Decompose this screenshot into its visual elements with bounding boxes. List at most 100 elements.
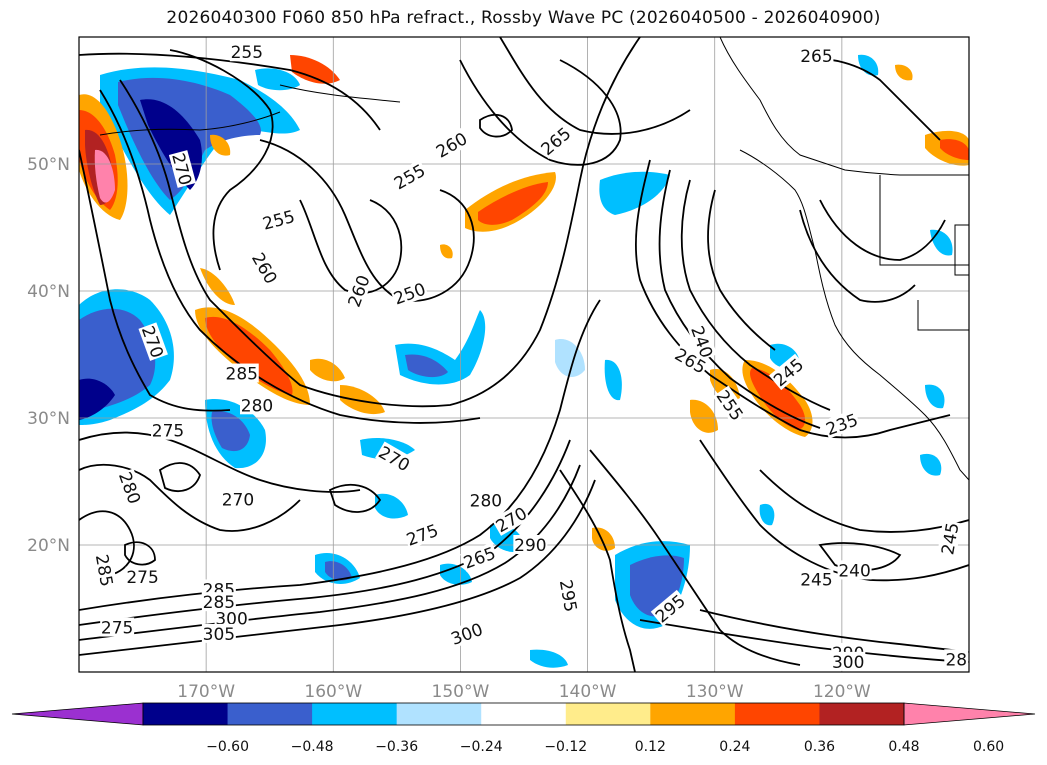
- contour-label-bg: [224, 363, 259, 383]
- contour-label-bg: [491, 502, 531, 536]
- contour-line: [79, 439, 571, 626]
- contour-line: [158, 462, 201, 492]
- contour-label-bg: [100, 617, 135, 637]
- latitude-label: 40°N: [27, 282, 70, 302]
- contour-line: [169, 49, 274, 271]
- contour-label: 265: [800, 47, 832, 67]
- contour-label-group: 275: [100, 617, 135, 639]
- negative-patch: [925, 384, 945, 409]
- contour-label-bg: [831, 651, 866, 671]
- negative-patch: [920, 453, 942, 476]
- longitude-label: 150°W: [432, 682, 490, 702]
- contour-label-bg: [375, 441, 415, 475]
- coastline: [99, 111, 281, 136]
- contour-label-group: 290: [513, 535, 548, 556]
- longitude-labels: 170°W 160°W 150°W 140°W 130°W 120°W: [177, 682, 871, 702]
- longitude-label: 130°W: [686, 682, 744, 702]
- negative-patch: [375, 493, 408, 519]
- contour-label-bg: [214, 608, 249, 628]
- negative-patch: [255, 68, 300, 91]
- border-line: [917, 300, 969, 331]
- colorbar-swatch: [143, 703, 229, 725]
- contour-label-bg: [343, 271, 373, 311]
- contour-label-bg: [240, 395, 274, 415]
- colorbar-tick-label: 0.48: [888, 739, 919, 755]
- positive-patch: [200, 268, 235, 305]
- contour-label: 285: [226, 365, 258, 385]
- longitude-label: 160°W: [304, 682, 362, 702]
- contour-label-group: 265: [799, 46, 834, 67]
- negative-patch: [759, 503, 775, 526]
- contour-label-group: 235: [822, 409, 861, 440]
- border-line: [954, 224, 969, 276]
- contour-line: [99, 89, 481, 424]
- contour-label-group: 275: [125, 566, 160, 588]
- colorbar-extend-high: [903, 702, 1036, 726]
- contour-label-group: 255: [229, 42, 264, 63]
- colorbar-swatch: [312, 703, 398, 725]
- positive-patch: [310, 358, 345, 382]
- colorbar: −0.60 −0.48 −0.36 −0.24 −0.12 0.12 0.24 0.36 0.4…: [11, 702, 1036, 755]
- contour-label-bg: [431, 127, 471, 162]
- contour-line: [79, 510, 135, 576]
- contour-label-bg: [468, 490, 503, 510]
- map-title: 2026040300 F060 850 hPa refract., Rossby…: [166, 8, 881, 28]
- positive-patch: [690, 399, 718, 433]
- longitude-label: 140°W: [559, 682, 617, 702]
- border-line: [879, 175, 969, 266]
- contour-line: [635, 159, 951, 439]
- positive-patch: [478, 182, 548, 225]
- contour-label-bg: [229, 42, 264, 62]
- latitude-label: 50°N: [27, 155, 70, 175]
- contour-line: [499, 37, 691, 135]
- contour-label-bg: [513, 535, 548, 554]
- contour-label-group: 280: [240, 395, 274, 416]
- contour-label-group: 240: [837, 560, 872, 581]
- negative-patch: [440, 563, 472, 585]
- colorbar-tick-label: 0.36: [804, 739, 835, 755]
- colorbar-tick-label: 0.12: [635, 739, 666, 755]
- contour-label-bg: [138, 322, 168, 361]
- contour-line: [680, 179, 831, 411]
- contour-label: 275: [152, 422, 184, 442]
- coastline: [719, 37, 969, 176]
- positive-patch: [750, 368, 806, 430]
- colorbar-tick-label: −0.24: [460, 739, 503, 755]
- contour-label-group: 275: [151, 420, 185, 442]
- contour-line: [699, 439, 969, 582]
- contour-label-bg: [837, 560, 872, 580]
- contour-line: [79, 149, 231, 412]
- contour-line: [479, 113, 513, 138]
- contour-label: 300: [832, 653, 864, 673]
- colorbar-swatch: [227, 703, 313, 725]
- colorbar-swatch: [565, 703, 651, 725]
- contour-label: 305: [203, 625, 235, 645]
- positive-patch: [440, 244, 453, 259]
- contour-line: [819, 199, 946, 261]
- contour-label: 245: [800, 570, 832, 590]
- latitude-label: 30°N: [27, 409, 70, 429]
- contour-line: [79, 52, 381, 131]
- contour-label-bg: [390, 278, 429, 308]
- negative-patch: [211, 411, 250, 452]
- contour-label-bg: [248, 248, 282, 288]
- negative-patch: [530, 649, 568, 668]
- latitude-label: 20°N: [27, 536, 70, 556]
- colorbar-frame: [142, 702, 905, 726]
- contour-line: [759, 469, 969, 533]
- contour-label: 280: [470, 492, 502, 512]
- contour-line: [589, 449, 801, 666]
- longitude-label: 120°W: [813, 682, 871, 702]
- contour-label-bg: [447, 618, 486, 649]
- contour-label: 290: [514, 536, 546, 556]
- contour-label-bg: [944, 649, 969, 669]
- contour-label-group: 280: [468, 490, 503, 512]
- contour-line: [328, 483, 382, 513]
- coastline: [739, 149, 969, 481]
- coastlines: [99, 37, 969, 481]
- contour-label-bg: [687, 322, 718, 361]
- contour-label-bg: [259, 205, 298, 233]
- positive-patch: [210, 134, 231, 156]
- contour-line: [79, 431, 361, 493]
- colorbar-swatch: [734, 703, 820, 725]
